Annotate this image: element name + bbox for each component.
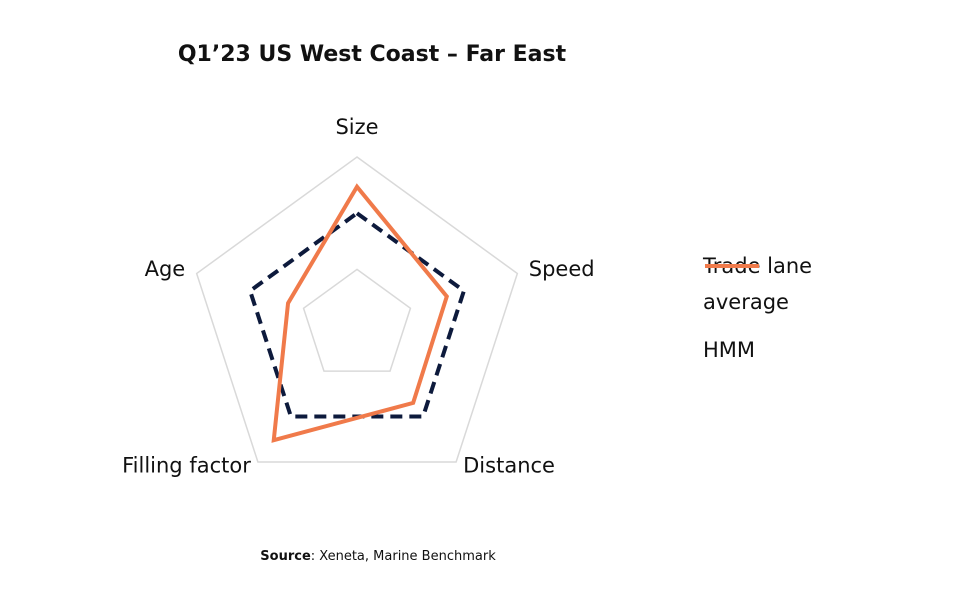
source-text: : Xeneta, Marine Benchmark — [310, 549, 496, 564]
series-line — [271, 183, 450, 443]
axis-label: Size — [335, 115, 378, 139]
grid-ring — [195, 156, 519, 463]
axis-label: Speed — [529, 257, 595, 281]
source-label: Source — [260, 549, 311, 564]
grid-ring — [302, 268, 412, 372]
axis-label: Distance — [463, 454, 555, 478]
legend-item: HMM — [703, 264, 923, 368]
axis-label: Filling factor — [122, 454, 251, 478]
source: Source: Xeneta, Marine Benchmark — [0, 549, 756, 564]
legend-label: HMM — [703, 338, 756, 362]
chart-title: Q1’23 US West Coast – Far East — [178, 42, 567, 67]
legend: Trade lane average HMM — [703, 248, 923, 380]
series-line — [247, 210, 467, 419]
legend-key — [705, 264, 759, 268]
axis-label: Age — [145, 257, 186, 281]
